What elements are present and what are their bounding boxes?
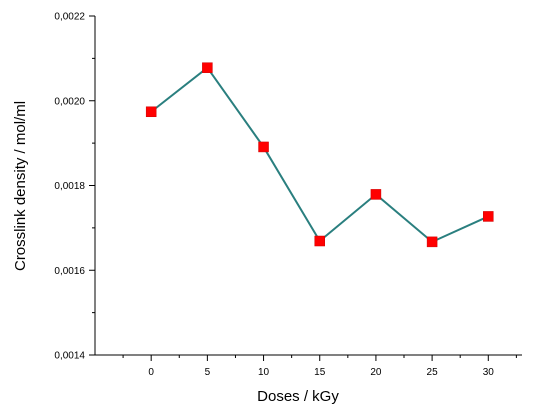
- y-tick-label: 0,0020: [54, 96, 85, 107]
- x-tick-label: 5: [205, 367, 211, 378]
- ticks: 0,0014 0,0016 0,0018 0,0020 0,0022 0 5 10 15 20 25…: [54, 12, 517, 378]
- x-tick-label: 25: [427, 367, 439, 378]
- y-tick-label: 0,0014: [54, 351, 85, 362]
- series: [145, 62, 494, 248]
- x-tick-label: 20: [370, 367, 382, 378]
- x-tick-label: 30: [483, 367, 495, 378]
- axes: [94, 16, 522, 356]
- y-tick-label: 0,0016: [54, 266, 85, 277]
- x-axis-title: Doses / kGy: [257, 388, 339, 405]
- x-tick-label: 10: [258, 367, 270, 378]
- data-point-marker: [145, 106, 157, 118]
- data-point-marker: [483, 211, 494, 222]
- y-tick-label: 0,0022: [54, 12, 85, 23]
- data-point-marker: [426, 236, 438, 248]
- data-point-marker: [202, 62, 213, 73]
- y-tick-label: 0,0018: [54, 181, 85, 192]
- y-axis-title: Crosslink density / mol/ml: [12, 101, 29, 271]
- data-point-marker: [314, 235, 325, 247]
- data-point-marker: [258, 141, 269, 153]
- x-tick-label: 0: [148, 367, 154, 378]
- series-line: [150, 66, 489, 244]
- data-point-marker: [370, 189, 382, 200]
- x-tick-label: 15: [314, 367, 326, 378]
